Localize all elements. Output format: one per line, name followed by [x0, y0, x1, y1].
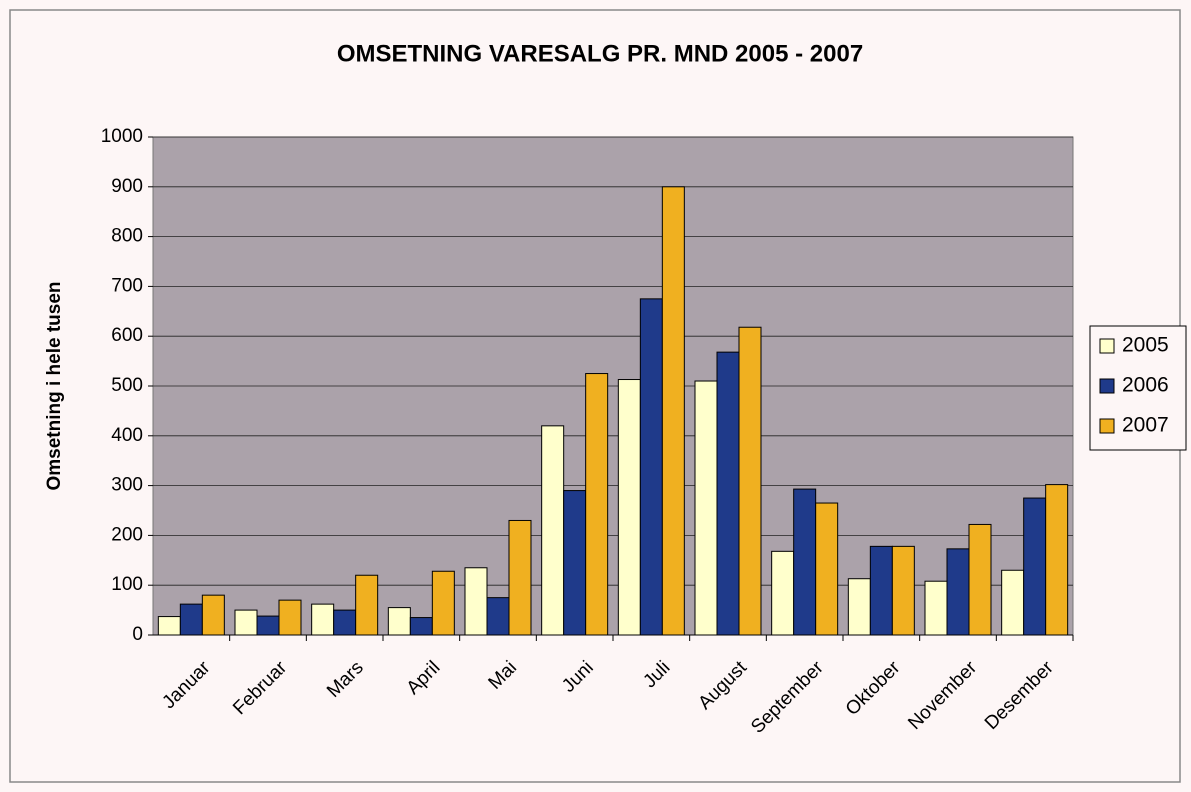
y-axis-label: Omsetning i hele tusen: [44, 281, 65, 490]
legend-swatch: [1099, 418, 1115, 434]
bar: [179, 603, 203, 636]
bar: [968, 523, 992, 636]
bar: [738, 326, 762, 636]
bar: [1001, 569, 1025, 636]
bar: [508, 519, 532, 636]
bar: [157, 616, 181, 636]
bar: [946, 548, 970, 636]
y-tick-label: 400: [111, 425, 143, 446]
bar: [256, 615, 280, 636]
bar: [333, 609, 357, 636]
bar: [278, 599, 302, 636]
y-tick-label: 500: [111, 375, 143, 396]
bar: [409, 617, 433, 636]
bar: [815, 502, 839, 636]
y-tick-label: 1000: [101, 126, 143, 147]
bar: [311, 603, 335, 636]
legend-swatch: [1099, 378, 1115, 394]
bar: [694, 380, 718, 636]
bar: [716, 351, 740, 636]
legend-label: 2005: [1122, 334, 1169, 357]
bar: [585, 373, 609, 636]
y-tick-label: 100: [111, 574, 143, 595]
bar: [891, 545, 915, 636]
bar: [541, 425, 565, 636]
bar: [464, 567, 488, 636]
bar: [617, 379, 641, 636]
y-tick-label: 300: [111, 475, 143, 496]
y-tick-label: 800: [111, 226, 143, 247]
bar: [1023, 497, 1047, 636]
y-tick-label: 200: [111, 524, 143, 545]
bar: [201, 594, 225, 636]
bar: [847, 578, 871, 636]
y-tick-label: 700: [111, 275, 143, 296]
legend-label: 2007: [1122, 414, 1169, 437]
chart-title: OMSETNING VARESALG PR. MND 2005 - 2007: [337, 40, 863, 67]
bar: [771, 550, 795, 636]
bar: [387, 607, 411, 636]
y-tick-label: 0: [132, 624, 143, 645]
bar: [1045, 484, 1069, 636]
bar: [639, 298, 663, 636]
legend-label: 2006: [1122, 374, 1169, 397]
bar: [563, 490, 587, 636]
bar: [486, 597, 510, 636]
bar: [355, 574, 379, 636]
bar: [234, 609, 258, 636]
bar: [869, 545, 893, 636]
bar: [431, 570, 455, 636]
bar: [793, 488, 817, 636]
y-tick-label: 600: [111, 325, 143, 346]
legend-swatch: [1099, 338, 1115, 354]
bar: [924, 580, 948, 636]
y-tick-label: 900: [111, 176, 143, 197]
bar: [661, 186, 685, 636]
